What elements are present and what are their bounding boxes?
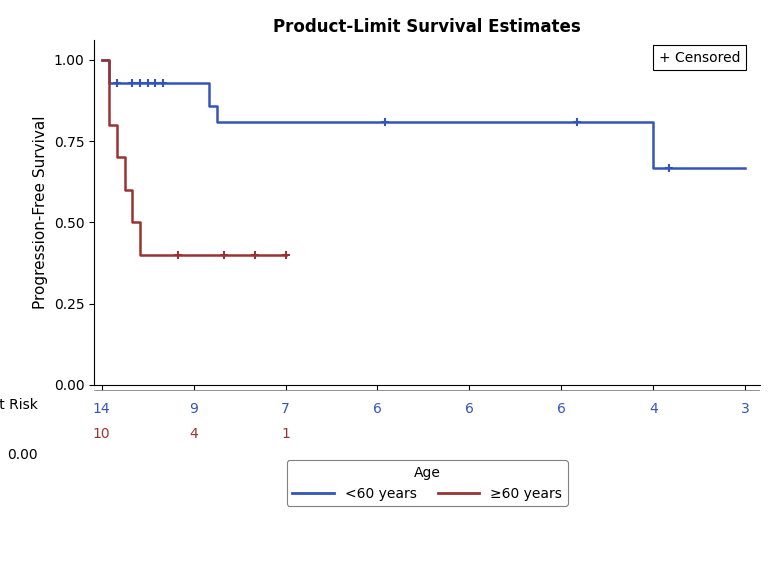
Text: 6: 6 [465, 402, 474, 417]
Text: 10: 10 [93, 427, 111, 441]
Text: 7: 7 [281, 402, 290, 417]
Text: 4: 4 [189, 427, 198, 441]
Text: 1: 1 [281, 427, 290, 441]
Text: 3: 3 [741, 402, 750, 417]
Text: At Risk: At Risk [0, 399, 38, 413]
Text: 9: 9 [189, 402, 198, 417]
Text: 6: 6 [373, 402, 382, 417]
Text: + Censored: + Censored [659, 51, 740, 65]
Text: 4: 4 [649, 402, 658, 417]
Legend: <60 years, ≥60 years: <60 years, ≥60 years [287, 460, 568, 506]
Text: 6: 6 [557, 402, 566, 417]
Y-axis label: Progression-Free Survival: Progression-Free Survival [33, 116, 48, 309]
Text: 14: 14 [93, 402, 111, 417]
Text: 0.00: 0.00 [7, 448, 38, 462]
Title: Product-Limit Survival Estimates: Product-Limit Survival Estimates [274, 18, 581, 36]
